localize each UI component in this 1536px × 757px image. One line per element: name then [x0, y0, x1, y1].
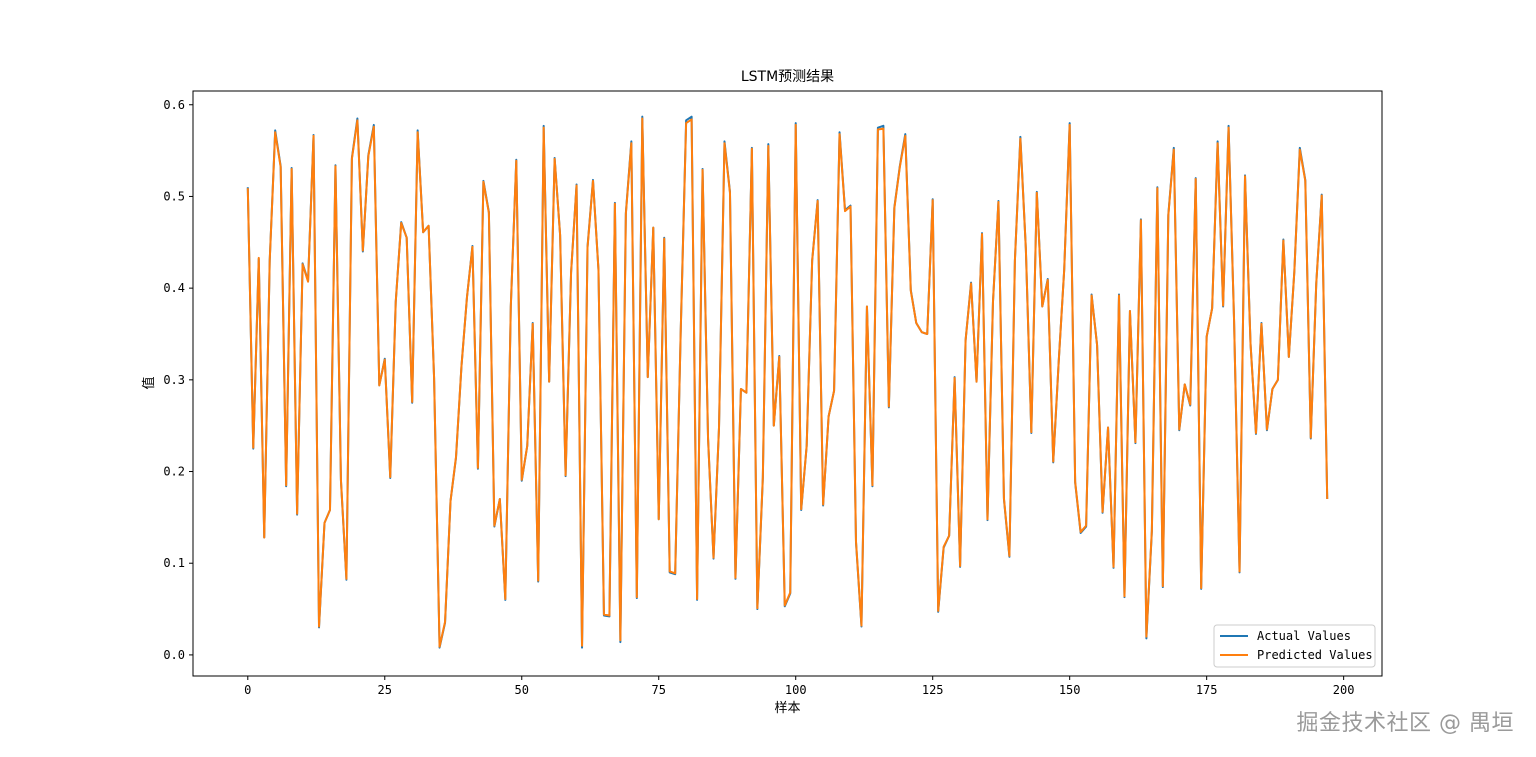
y-tick-label: 0.6 [163, 98, 185, 112]
x-tick-label: 125 [922, 683, 944, 697]
y-axis-label: 值 [141, 376, 157, 389]
legend-box [1213, 624, 1376, 668]
x-tick-label: 75 [652, 683, 666, 697]
y-tick-label: 0.0 [163, 648, 185, 662]
x-axis: 0 25 50 75 100 125 150 175 200 [244, 676, 1354, 697]
x-tick-label: 200 [1333, 683, 1355, 697]
series-layer [246, 115, 1329, 649]
y-tick-label: 0.3 [163, 373, 185, 387]
y-tick-label: 0.5 [163, 189, 185, 203]
x-tick-label: 50 [515, 683, 529, 697]
y-tick-label: 0.2 [163, 465, 185, 479]
chart-title: LSTM预测结果 [741, 69, 834, 85]
legend-label-predicted: Predicted Values [1257, 648, 1373, 662]
y-tick-label: 0.4 [163, 281, 185, 295]
x-tick-label: 0 [244, 683, 251, 697]
watermark: 掘金技术社区 @ 禺垣 [1296, 711, 1514, 736]
legend-label-actual: Actual Values [1257, 629, 1351, 643]
x-axis-label: 样本 [774, 701, 800, 716]
x-tick-label: 100 [785, 683, 807, 697]
plot-frame [192, 90, 1383, 677]
legend: Actual Values Predicted Values [1213, 624, 1376, 668]
plot-area [192, 90, 1383, 677]
x-tick-label: 25 [378, 683, 392, 697]
y-tick-label: 0.1 [163, 556, 185, 570]
x-tick-label: 150 [1059, 683, 1081, 697]
y-axis: 0.0 0.1 0.2 0.3 0.4 0.5 0.6 [163, 98, 193, 662]
series-line-predicted [246, 117, 1329, 648]
x-tick-label: 175 [1196, 683, 1218, 697]
